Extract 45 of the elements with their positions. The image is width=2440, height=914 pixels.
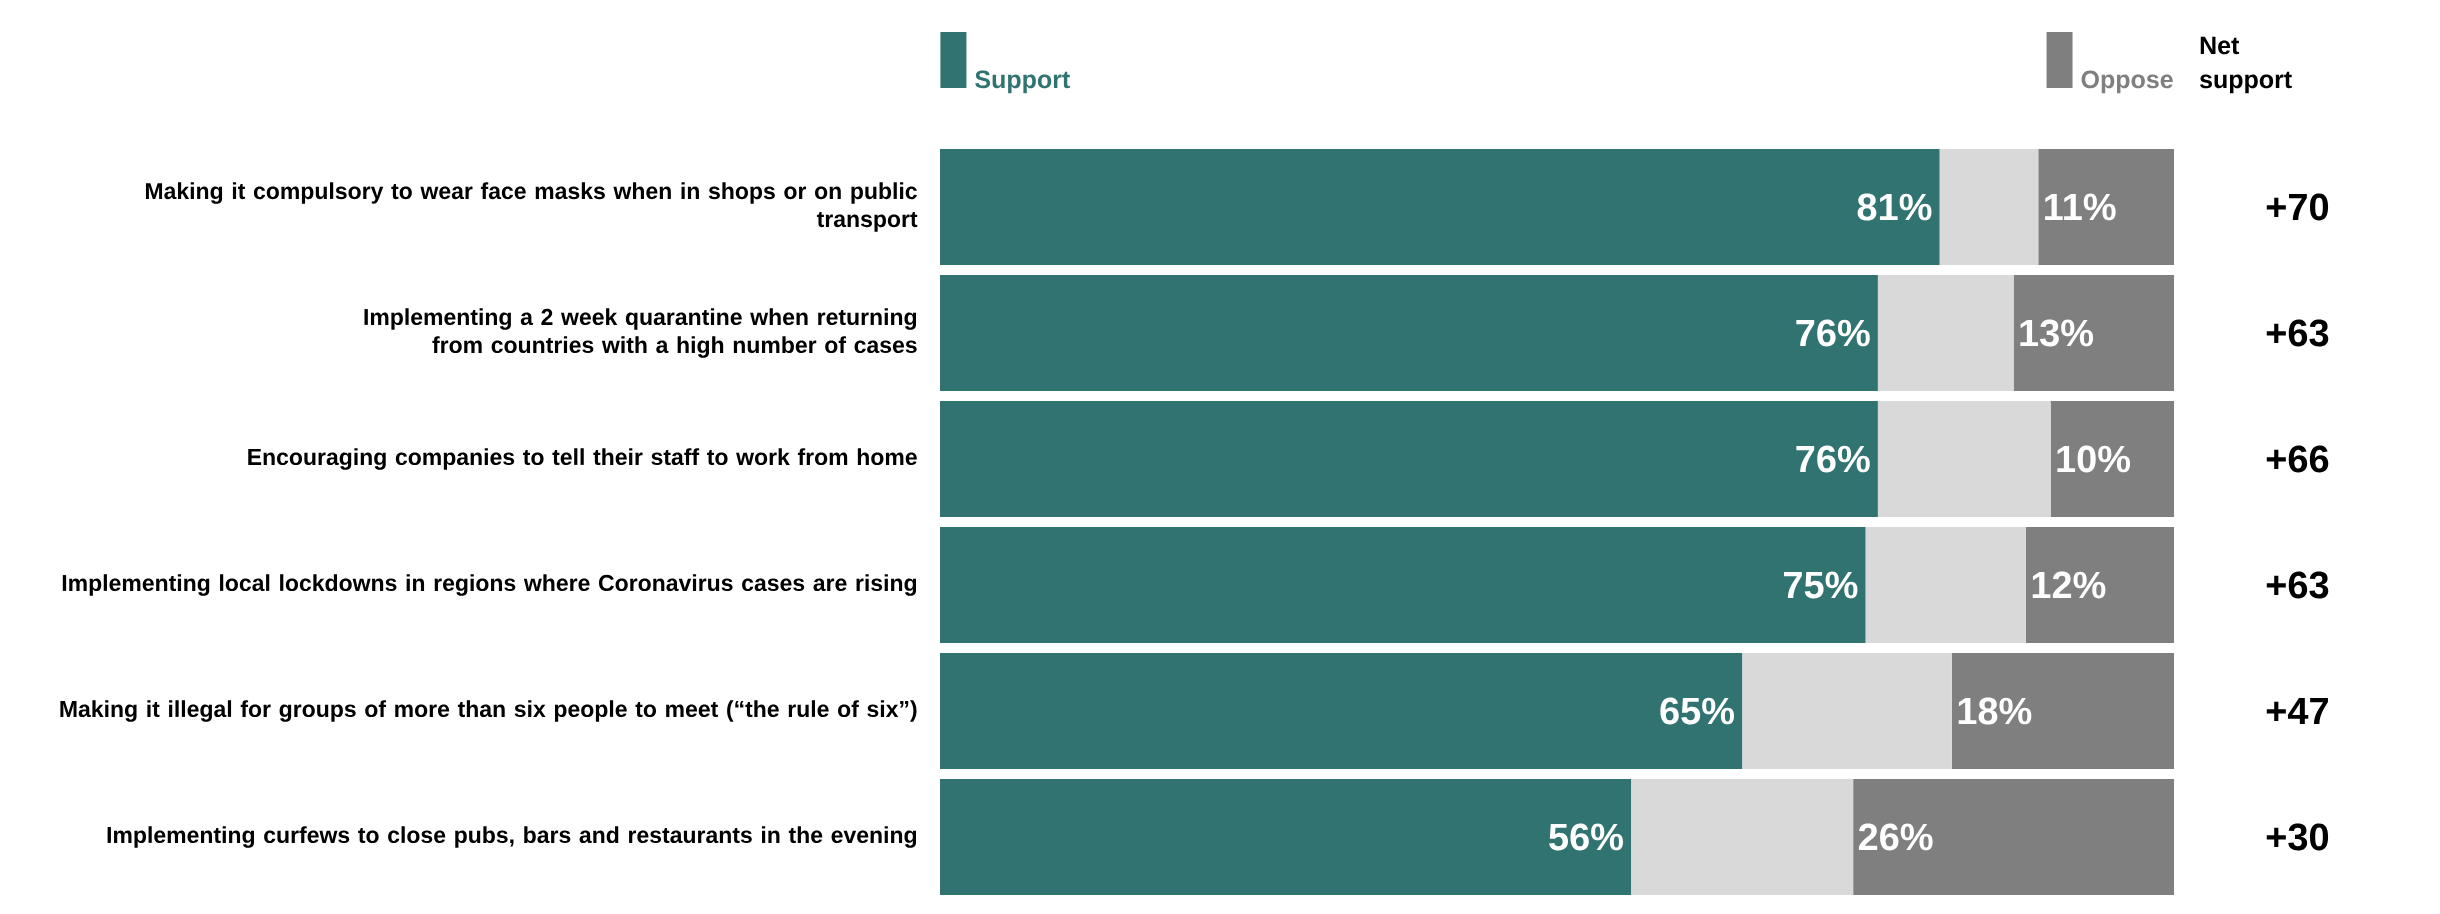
text: +63	[2266, 319, 2329, 347]
y-tick-label: Encouraging companies to tell their staff to work from home	[248, 448, 917, 470]
bar	[1951, 652, 2175, 769]
data-label: 65%	[1660, 697, 1735, 725]
data-label: 10%	[2057, 445, 2131, 473]
data-label: 76%	[1796, 319, 1870, 347]
bar	[1939, 149, 2039, 265]
bar	[1853, 779, 2175, 895]
y-tick-label: Implementing a 2 week quarantine when returning from countries with a high number of cases	[364, 308, 917, 358]
text: Net support	[2199, 36, 2292, 94]
bar	[1877, 401, 2051, 517]
bar	[1631, 779, 1854, 895]
text: +70	[2266, 193, 2329, 221]
data-label: 18%	[1958, 697, 2032, 725]
data-label: 13%	[2020, 319, 2094, 347]
data-label: 56%	[1549, 823, 1623, 851]
data-label: 75%	[1784, 571, 1858, 599]
bar	[940, 275, 1878, 391]
bar	[2050, 401, 2175, 517]
text: Oppose	[2081, 70, 2173, 94]
data-label: 11%	[2045, 193, 2116, 221]
y-tick-label: Implementing local lockdowns in regions where Coronavirus cases are rising	[62, 574, 917, 596]
bar	[940, 149, 1940, 265]
data-label: 81%	[1857, 193, 1932, 221]
text: Support	[975, 70, 1070, 94]
text: +63	[2266, 571, 2329, 599]
text: +30	[2266, 823, 2329, 851]
bar	[940, 401, 1878, 517]
bar	[2013, 275, 2175, 391]
bar	[940, 526, 1866, 643]
data-label: 12%	[2032, 571, 2106, 599]
data-label: 26%	[1858, 823, 1933, 851]
bar	[1877, 275, 2014, 391]
y-tick-label: Implementing curfews to close pubs, bars and restaurants in the evening	[107, 826, 917, 848]
y-tick-label: Making it illegal for groups of more than six people to meet (“the rule of six”)	[60, 700, 917, 722]
bar	[2038, 149, 2175, 265]
text: +66	[2266, 445, 2329, 473]
bar	[2025, 526, 2175, 643]
bar	[1742, 652, 1952, 769]
bar	[1865, 526, 2026, 643]
data-label: 76%	[1796, 445, 1870, 473]
y-tick-label: Making it compulsory to wear face masks when in shops or on public transport	[145, 182, 918, 232]
bar	[940, 779, 1632, 895]
text: +47	[2266, 697, 2328, 725]
bar	[940, 652, 1743, 769]
